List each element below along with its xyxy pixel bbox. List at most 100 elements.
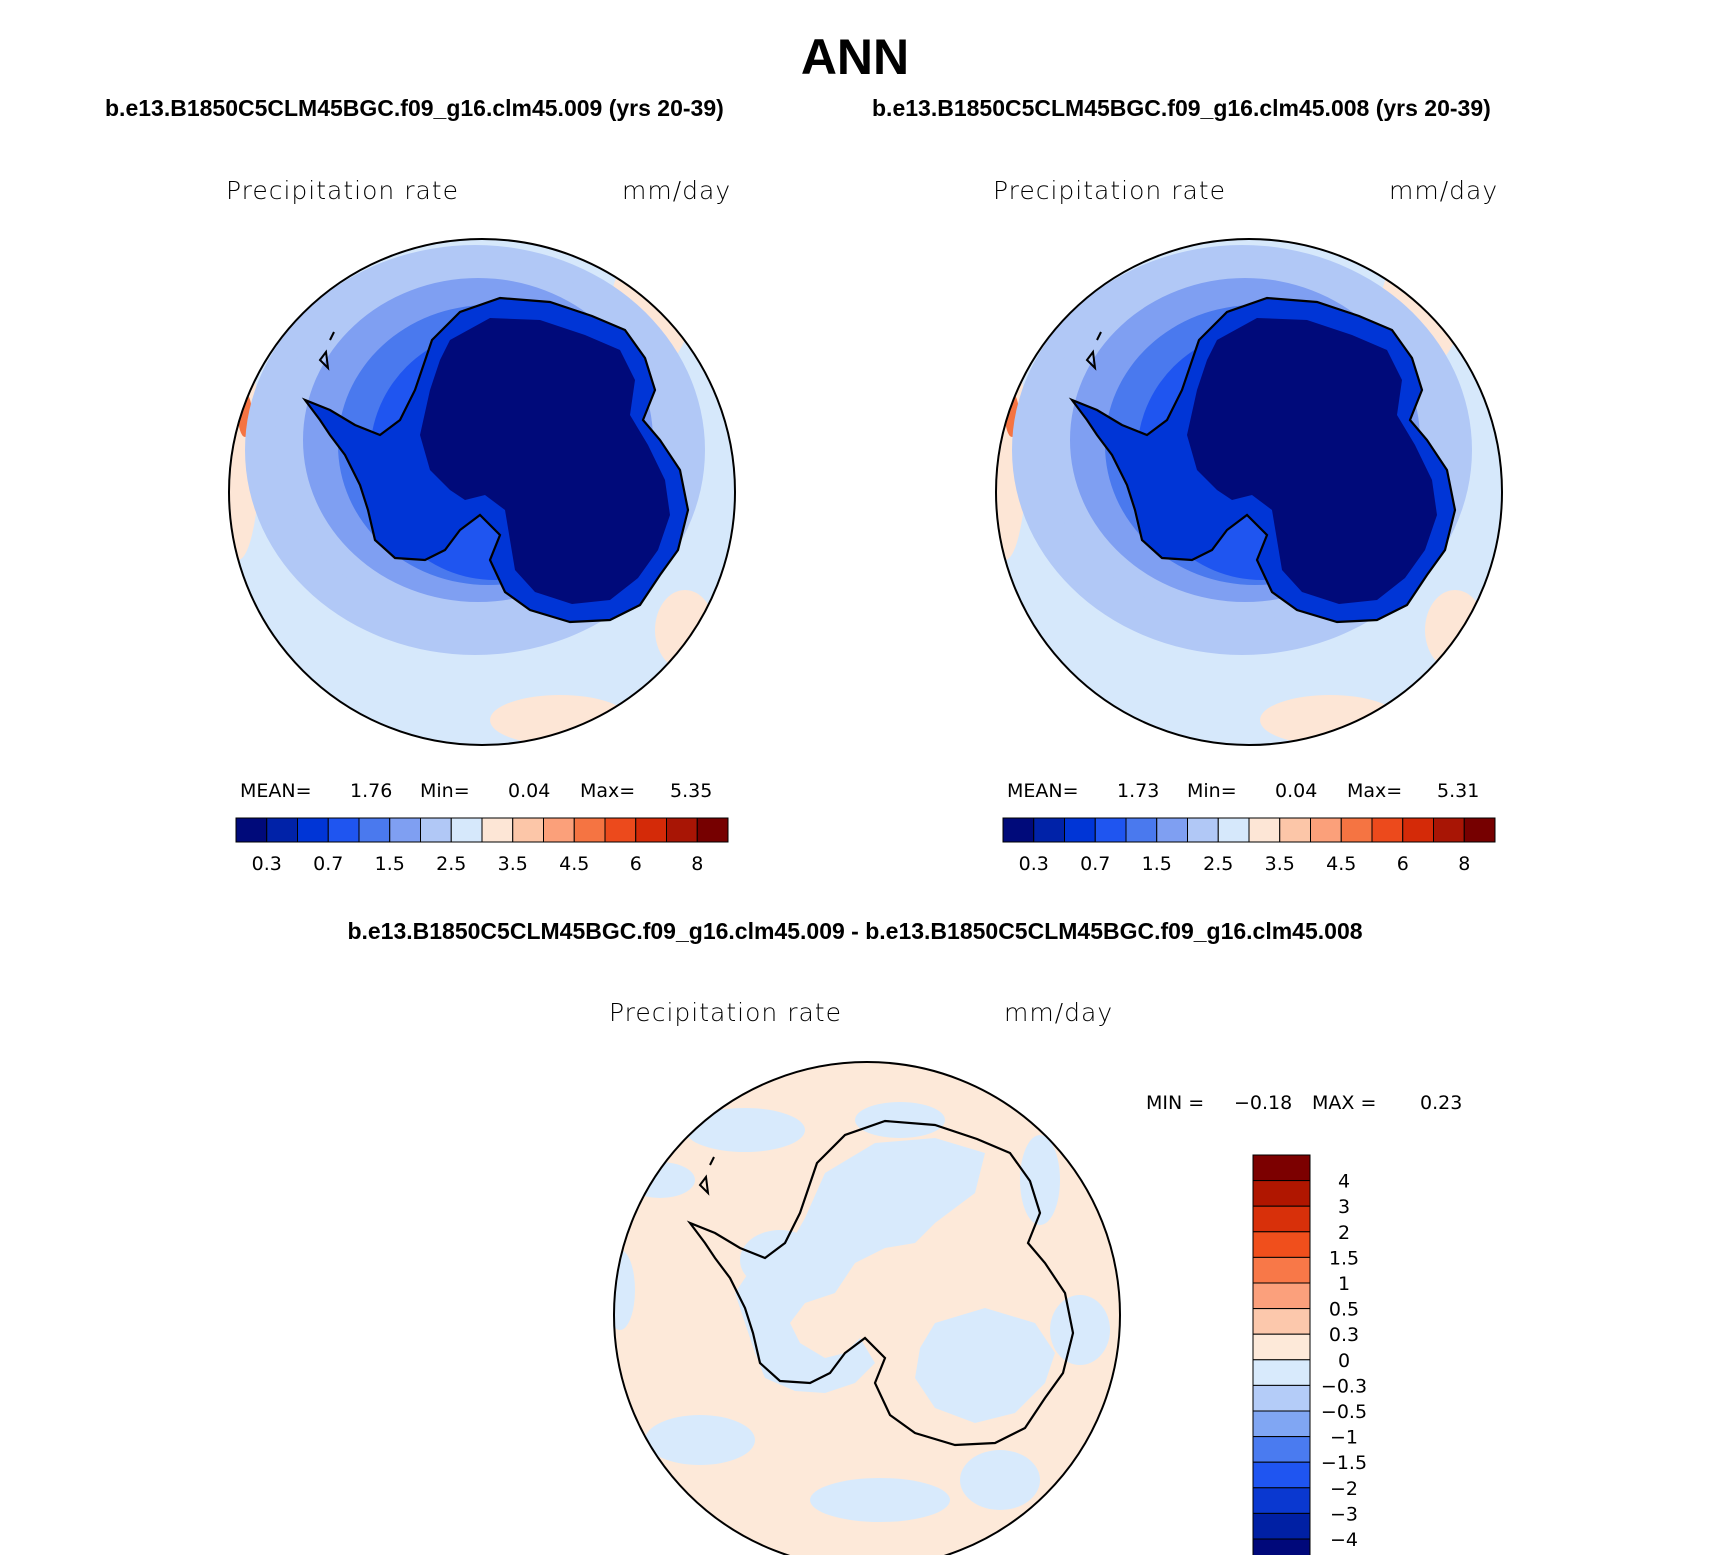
colorbar-swatch (1310, 817, 1342, 843)
left-min-label: Min= (420, 780, 470, 802)
colorbar-tick-label: −1 (1330, 1427, 1358, 1449)
colorbar-swatch (1252, 1308, 1311, 1335)
colorbar-swatch (1033, 817, 1065, 843)
colorbar-tick-label: 4.5 (559, 853, 589, 875)
colorbar-tick-label: 1.5 (375, 853, 405, 875)
colorbar-tick-label: −0.5 (1321, 1401, 1367, 1423)
diff-variable-label: Precipitation rate (609, 998, 842, 1027)
colorbar-swatch (1094, 817, 1127, 843)
difference-title: b.e13.B1850C5CLM45BGC.f09_g16.clm45.009 … (347, 918, 1363, 944)
colorbar-tick-label: 8 (691, 853, 703, 875)
colorbar-swatch (358, 817, 391, 843)
colorbar-swatch (604, 817, 637, 843)
right-case-title: b.e13.B1850C5CLM45BGC.f09_g16.clm45.008 … (872, 95, 1491, 121)
colorbar-swatch (635, 817, 667, 843)
colorbar-tick-label: 2.5 (436, 853, 466, 875)
left-mean-label: MEAN= (240, 780, 312, 802)
left-max-value: 5.35 (670, 780, 713, 802)
colorbar-tick-label: −0.3 (1321, 1375, 1367, 1397)
colorbar-tick-label: 2 (1338, 1222, 1350, 1244)
colorbar-swatch (1217, 817, 1250, 843)
colorbar-swatch (1433, 817, 1465, 843)
colorbar-tick-label: 3 (1338, 1196, 1350, 1218)
colorbar-swatch (1252, 1436, 1311, 1463)
colorbar-tick-label: −3 (1330, 1503, 1358, 1525)
left-case-title: b.e13.B1850C5CLM45BGC.f09_g16.clm45.009 … (105, 95, 724, 121)
diff-max-label: MAX = (1312, 1092, 1377, 1114)
colorbar-swatch (666, 817, 698, 843)
colorbar-tick-label: 3.5 (498, 853, 528, 875)
colorbar-swatch (1064, 817, 1096, 843)
colorbar-swatch (1252, 1231, 1311, 1258)
colorbar-swatch (1125, 817, 1158, 843)
colorbar-tick-label: 1.5 (1329, 1247, 1359, 1269)
diff-units-label: mm/day (1004, 998, 1114, 1027)
colorbar-swatch (696, 817, 729, 843)
colorbar-tick-label: 0.7 (313, 853, 343, 875)
colorbar-swatch (1252, 1487, 1311, 1514)
colorbar-swatch (1156, 817, 1188, 843)
colorbar-swatch (1252, 1410, 1311, 1438)
colorbar-swatch (1279, 817, 1311, 843)
colorbar-tick-label: 4 (1338, 1171, 1350, 1193)
colorbar-swatch (1340, 817, 1373, 843)
colorbar-swatch (1252, 1512, 1311, 1540)
difference-colorbar: 4 3 2 1.5 1 0.5 0.3 0 −0.3 −0.5 −1 −1.5 −2 −3 −4 (1252, 1154, 1367, 1555)
colorbar-swatch (1252, 1282, 1311, 1310)
right-mean-label: MEAN= (1007, 780, 1079, 802)
left-mean-value: 1.76 (350, 780, 393, 802)
colorbar-tick-label: 1 (1338, 1273, 1350, 1295)
right-mean-value: 1.73 (1117, 780, 1160, 802)
colorbar-tick-label: 0.7 (1080, 853, 1110, 875)
left-colorbar: 0.3 0.7 1.5 2.5 3.5 4.5 6 8 (235, 817, 729, 875)
diff-max-value: 0.23 (1420, 1092, 1463, 1114)
colorbar-swatch (1463, 817, 1496, 843)
right-variable-label: Precipitation rate (993, 176, 1226, 205)
colorbar-swatch (543, 817, 575, 843)
colorbar-swatch (327, 817, 360, 843)
colorbar-tick-label: −4 (1330, 1529, 1358, 1551)
right-min-value: 0.04 (1275, 780, 1318, 802)
colorbar-swatch (389, 817, 421, 843)
diff-min-value: −0.18 (1234, 1092, 1293, 1114)
colorbar-swatch (1252, 1359, 1311, 1386)
season-title: ANN (800, 29, 910, 85)
left-units-label: mm/day (622, 176, 732, 205)
colorbar-swatch (235, 817, 268, 843)
colorbar-tick-label: 6 (1397, 853, 1409, 875)
colorbar-swatch (1252, 1154, 1311, 1182)
colorbar-tick-label: 0.3 (1329, 1324, 1359, 1346)
colorbar-tick-label: 0.3 (1019, 853, 1049, 875)
colorbar-swatch (1402, 817, 1434, 843)
right-max-label: Max= (1347, 780, 1403, 802)
colorbar-swatch (1371, 817, 1404, 843)
colorbar-swatch (1252, 1256, 1311, 1284)
left-variable-label: Precipitation rate (226, 176, 459, 205)
right-units-label: mm/day (1389, 176, 1499, 205)
colorbar-tick-label: 0 (1338, 1350, 1350, 1372)
colorbar-swatch (266, 817, 298, 843)
right-map (995, 238, 1503, 746)
colorbar-tick-label: 0.5 (1329, 1299, 1359, 1321)
colorbar-swatch (420, 817, 452, 843)
difference-map (613, 1061, 1121, 1555)
colorbar-tick-label: 8 (1458, 853, 1470, 875)
left-max-label: Max= (580, 780, 636, 802)
colorbar-swatch (1252, 1538, 1311, 1555)
colorbar-tick-label: 4.5 (1326, 853, 1356, 875)
colorbar-swatch (1252, 1205, 1311, 1233)
colorbar-tick-label: 0.3 (252, 853, 282, 875)
colorbar-swatch (450, 817, 483, 843)
colorbar-swatch (481, 817, 514, 843)
right-min-label: Min= (1187, 780, 1237, 802)
colorbar-swatch (297, 817, 329, 843)
colorbar-tick-label: −2 (1330, 1478, 1358, 1500)
colorbar-swatch (1252, 1180, 1311, 1207)
colorbar-swatch (573, 817, 606, 843)
colorbar-swatch (1252, 1461, 1311, 1489)
colorbar-swatch (512, 817, 544, 843)
colorbar-swatch (1248, 817, 1281, 843)
colorbar-tick-label: 2.5 (1203, 853, 1233, 875)
colorbar-swatch (1002, 817, 1035, 843)
